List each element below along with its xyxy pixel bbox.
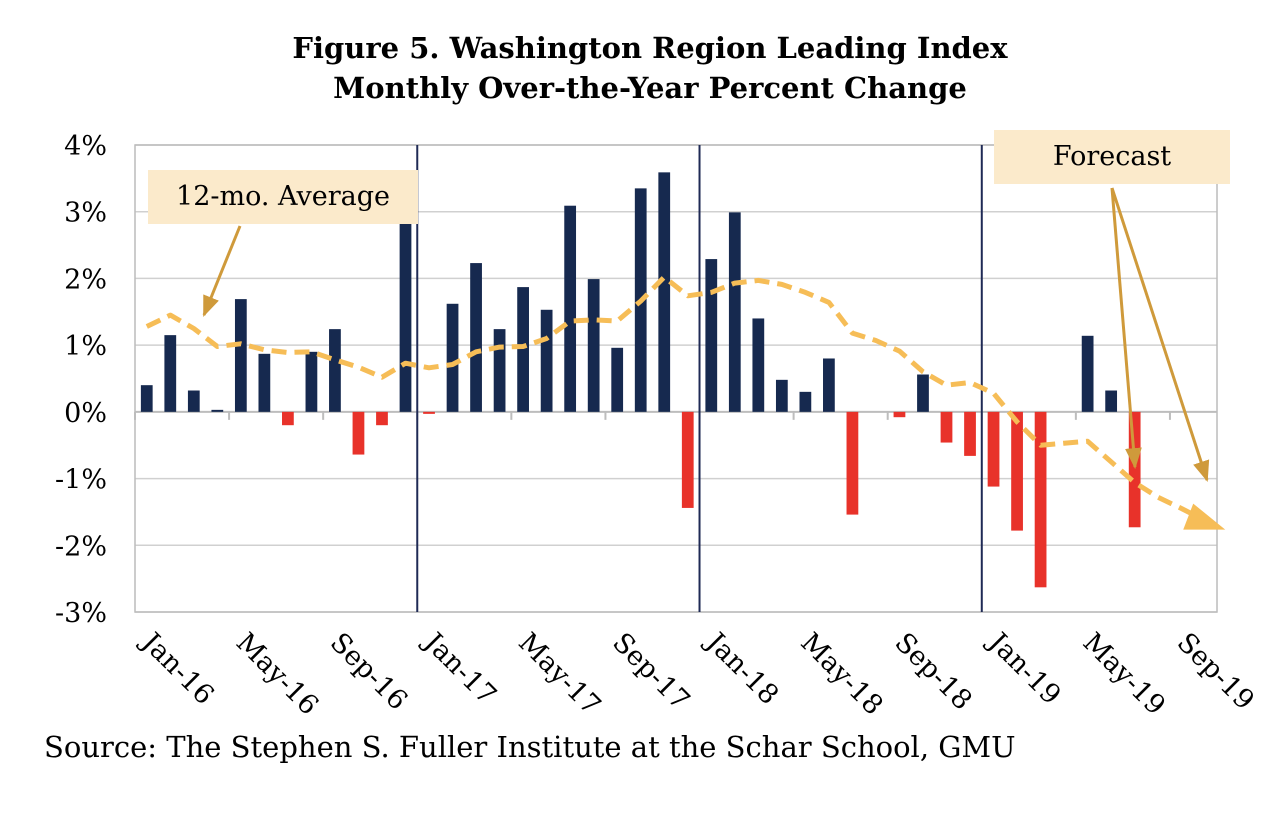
x-tick-label: Sep-17	[606, 627, 695, 716]
x-tick-label: Jan-19	[980, 625, 1066, 711]
bars	[140, 172, 1141, 588]
source-note: Source: The Stephen S. Fuller Institute …	[44, 730, 1016, 764]
bar	[470, 263, 482, 412]
y-tick-label: 2%	[64, 264, 107, 295]
average-annotation-label: 12-mo. Average	[148, 170, 418, 224]
bar	[282, 411, 294, 426]
bar	[517, 287, 529, 412]
x-tick-label: May-17	[512, 627, 606, 721]
bar	[823, 358, 835, 412]
bar	[234, 299, 247, 412]
bar	[493, 329, 506, 412]
bar	[376, 411, 388, 426]
x-tick-label: Jan-16	[134, 625, 220, 711]
x-tick-label: May-16	[230, 627, 324, 721]
plot-frame	[134, 144, 1218, 613]
bar	[329, 329, 341, 412]
bar	[964, 411, 976, 456]
bar	[728, 212, 741, 412]
average-line-arrowhead	[1183, 503, 1226, 530]
bar	[1081, 335, 1094, 412]
bar	[893, 411, 906, 418]
bar	[211, 409, 224, 412]
bar	[611, 347, 624, 412]
bar	[775, 379, 788, 412]
bar	[587, 279, 600, 412]
y-tick-label: 0%	[64, 398, 107, 429]
y-tick-label: 1%	[64, 331, 107, 362]
average-line	[145, 274, 1226, 530]
chart-title-line-2: Monthly Over-the-Year Percent Change	[333, 71, 967, 105]
bar	[446, 303, 459, 412]
average-arrow	[202, 225, 242, 317]
bar	[1128, 411, 1141, 528]
bar	[164, 335, 177, 412]
y-tick-label: 3%	[64, 198, 107, 229]
bar	[564, 205, 577, 412]
y-tick-label: -3%	[55, 598, 107, 629]
bar	[423, 411, 435, 414]
chart-title-line-1: Figure 5. Washington Region Leading Inde…	[292, 31, 1008, 65]
bar	[752, 318, 765, 412]
bar	[681, 411, 694, 508]
y-tick-label: 4%	[64, 131, 107, 162]
x-tick-label: Sep-19	[1171, 627, 1260, 716]
bar	[540, 309, 553, 412]
x-tick-label: Sep-18	[889, 627, 978, 716]
bar	[705, 259, 718, 412]
bar	[187, 390, 200, 412]
bar	[305, 351, 318, 412]
bar	[658, 172, 671, 412]
bar	[258, 353, 271, 412]
x-tick-label: May-18	[794, 627, 888, 721]
bar	[1105, 390, 1118, 412]
bar	[940, 411, 953, 443]
average-line-path	[145, 274, 1208, 524]
y-tick-label: -1%	[55, 465, 107, 496]
x-tick-label: Sep-16	[324, 627, 413, 716]
bar	[352, 411, 365, 455]
bar	[917, 374, 929, 412]
x-tick-label: Jan-17	[416, 625, 502, 711]
chart-title: Figure 5. Washington Region Leading Inde…	[0, 28, 1280, 108]
bar	[846, 411, 859, 515]
bar	[1011, 411, 1023, 531]
forecast-annotation-label: Forecast	[994, 130, 1230, 184]
bar	[987, 411, 1000, 487]
bar	[1034, 411, 1047, 588]
bar	[399, 221, 412, 412]
forecast-arrow-1	[1110, 187, 1142, 470]
x-tick-label: May-19	[1077, 627, 1171, 721]
y-tick-label: -2%	[55, 531, 107, 562]
bar	[140, 385, 153, 412]
x-tick-label: Jan-18	[698, 625, 784, 711]
bar	[799, 391, 812, 412]
annotation-arrows	[202, 187, 1210, 482]
forecast-arrow-2	[1110, 187, 1210, 482]
